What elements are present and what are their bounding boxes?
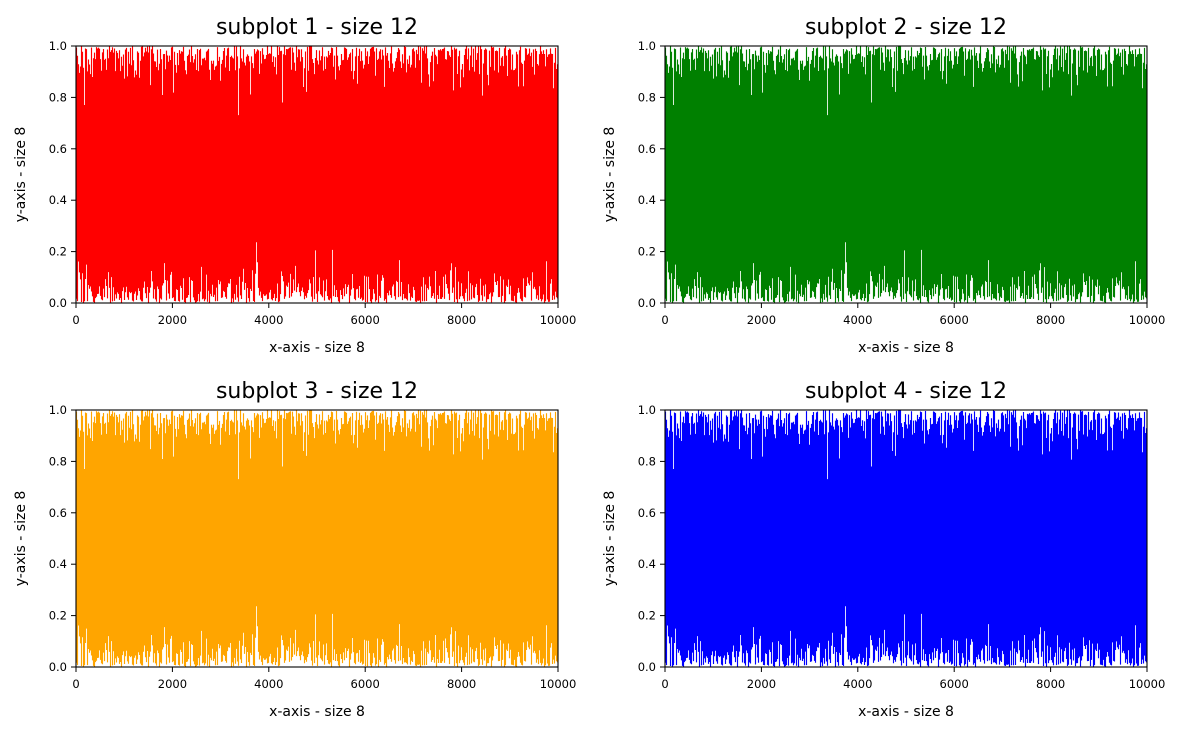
y-tick-label: 0.6: [49, 142, 67, 156]
axes-frame: [664, 45, 1148, 304]
data-lines-series: [75, 410, 559, 667]
y-tick-label: 0.8: [49, 454, 67, 468]
x-tick-label: 4000: [254, 677, 283, 691]
subplot-1: 0 2000 4000 6000 8000 10000 0.0 0.2 0.4 0.6 0.8 1.0…: [13, 15, 576, 356]
y-tick-label: 0.6: [638, 142, 656, 156]
x-tick-label: 6000: [351, 677, 380, 691]
y-tick-label: 0.4: [49, 557, 67, 571]
y-tick-label: 0.6: [638, 506, 656, 520]
y-tick-label: 0.8: [49, 90, 67, 104]
y-tick-label: 0.0: [638, 296, 656, 310]
x-tick-label: 10000: [1129, 677, 1166, 691]
subplot-title: subplot 1 - size 12: [216, 15, 418, 40]
x-tick-label: 10000: [540, 677, 577, 691]
y-tick-label: 1.0: [49, 403, 67, 417]
y-axis-label: y-axis - size 8: [602, 127, 618, 223]
axes-frame: [75, 409, 559, 668]
data-lines-series: [664, 46, 1148, 303]
x-tick-label: 0: [72, 677, 79, 691]
x-tick-label: 0: [661, 677, 668, 691]
y-tick-label: 0.0: [49, 296, 67, 310]
axes-frame: [664, 409, 1148, 668]
y-axis-label: y-axis - size 8: [602, 491, 618, 587]
y-tick-label: 0.2: [638, 245, 656, 259]
y-tick-label: 0.2: [49, 609, 67, 623]
y-tick-label: 0.0: [638, 660, 656, 674]
y-axis-label: y-axis - size 8: [13, 491, 29, 587]
y-tick-label: 0.8: [638, 90, 656, 104]
x-tick-label: 6000: [351, 313, 380, 327]
data-lines-series: [664, 410, 1148, 667]
x-tick-label: 6000: [940, 677, 969, 691]
x-tick-label: 4000: [843, 677, 872, 691]
x-tick-label: 4000: [254, 313, 283, 327]
subplot-title: subplot 2 - size 12: [805, 15, 1007, 40]
y-tick-label: 0.4: [638, 557, 656, 571]
x-axis-label: x-axis - size 8: [269, 704, 365, 720]
x-tick-label: 10000: [1129, 313, 1166, 327]
x-tick-label: 2000: [747, 677, 776, 691]
x-tick-label: 2000: [158, 677, 187, 691]
y-tick-label: 0.2: [638, 609, 656, 623]
y-tick-label: 0.8: [638, 454, 656, 468]
subplot-title: subplot 4 - size 12: [805, 379, 1007, 404]
y-tick-label: 0.2: [49, 245, 67, 259]
y-tick-label: 0.6: [49, 506, 67, 520]
subplot-2: 0 2000 4000 6000 8000 10000 0.0 0.2 0.4 0.6 0.8 1.0…: [602, 15, 1165, 356]
x-tick-label: 6000: [940, 313, 969, 327]
subplot-4: 0 2000 4000 6000 8000 10000 0.0 0.2 0.4 0.6 0.8 1.0…: [602, 379, 1165, 720]
subplot-title: subplot 3 - size 12: [216, 379, 418, 404]
x-tick-label: 10000: [540, 313, 577, 327]
x-axis-label: x-axis - size 8: [858, 704, 954, 720]
y-tick-label: 1.0: [49, 39, 67, 53]
x-tick-label: 8000: [1036, 313, 1065, 327]
axes-frame: [75, 45, 559, 304]
x-tick-label: 2000: [158, 313, 187, 327]
x-tick-label: 8000: [1036, 677, 1065, 691]
data-lines-series: [75, 46, 559, 303]
y-tick-label: 0.4: [638, 193, 656, 207]
x-tick-label: 2000: [747, 313, 776, 327]
x-tick-label: 8000: [447, 313, 476, 327]
y-axis-label: y-axis - size 8: [13, 127, 29, 223]
y-tick-label: 1.0: [638, 403, 656, 417]
x-tick-label: 0: [661, 313, 668, 327]
x-tick-label: 0: [72, 313, 79, 327]
x-tick-label: 4000: [843, 313, 872, 327]
x-axis-label: x-axis - size 8: [858, 340, 954, 356]
x-tick-label: 8000: [447, 677, 476, 691]
y-tick-label: 1.0: [638, 39, 656, 53]
subplot-3: 0 2000 4000 6000 8000 10000 0.0 0.2 0.4 0.6 0.8 1.0…: [13, 379, 576, 720]
x-axis-label: x-axis - size 8: [269, 340, 365, 356]
y-tick-label: 0.4: [49, 193, 67, 207]
y-tick-label: 0.0: [49, 660, 67, 674]
